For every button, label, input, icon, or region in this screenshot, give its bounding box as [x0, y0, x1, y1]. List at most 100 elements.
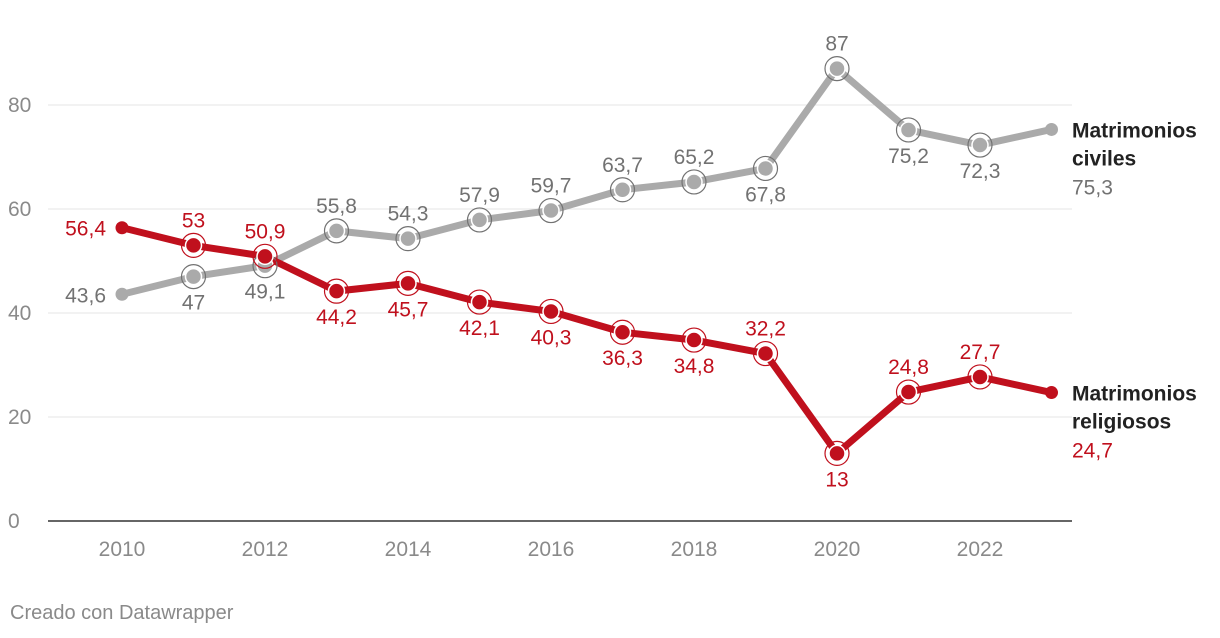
point-ring-religiosos [252, 243, 278, 269]
point-religiosos [828, 444, 846, 463]
legend-last-value-religiosos: 24,7 [1072, 440, 1113, 463]
legend-name-religiosos: religiosos [1072, 411, 1171, 434]
data-markers [115, 55, 1058, 466]
point-ring-religiosos [323, 278, 350, 304]
point-ring-civiles [681, 169, 707, 195]
data-label-religiosos: 27,7 [960, 341, 1001, 364]
point-ring-religiosos [967, 364, 993, 390]
point-ring-religiosos [824, 440, 850, 466]
data-label-civiles: 72,3 [960, 160, 1001, 183]
point-civiles [971, 136, 989, 154]
data-label-religiosos: 53 [182, 209, 205, 232]
data-label-civiles: 65,2 [674, 146, 715, 169]
y-tick-label: 60 [8, 198, 31, 221]
point-ring-religiosos [180, 232, 207, 258]
point-ring-civiles [180, 264, 207, 290]
data-label-religiosos: 45,7 [388, 298, 429, 321]
x-tick-label: 2020 [814, 538, 861, 561]
y-tick-label: 20 [8, 406, 31, 429]
point-ring-civiles [323, 218, 350, 244]
data-label-religiosos: 44,2 [316, 306, 357, 329]
data-label-religiosos: 36,3 [602, 347, 643, 370]
point-religiosos [899, 383, 918, 401]
data-label-religiosos: 42,1 [459, 317, 500, 340]
data-label-civiles: 43,6 [65, 284, 106, 307]
data-label-religiosos: 40,3 [531, 326, 572, 349]
chart-credit: Creado con Datawrapper [10, 602, 234, 624]
data-label-civiles: 54,3 [388, 203, 429, 226]
data-label-religiosos: 32,2 [745, 318, 786, 341]
y-tick-label: 80 [8, 94, 31, 117]
point-religiosos [971, 368, 989, 386]
point-civiles [613, 181, 632, 199]
point-religiosos [1045, 386, 1058, 400]
point-ring-civiles [395, 226, 421, 252]
point-ring-religiosos [538, 298, 564, 325]
point-civiles [828, 59, 846, 78]
point-civiles [115, 287, 129, 301]
point-ring-civiles [466, 207, 493, 233]
legend-last-value-civiles: 75,3 [1072, 176, 1113, 199]
point-religiosos [327, 282, 346, 300]
data-label-religiosos: 24,8 [888, 356, 929, 379]
point-ring-religiosos [752, 340, 779, 367]
point-religiosos [256, 247, 274, 266]
data-label-civiles: 63,7 [602, 154, 643, 177]
point-religiosos [685, 331, 703, 349]
point-ring-religiosos [395, 270, 421, 296]
data-label-civiles: 87 [825, 33, 848, 56]
legend-name-religiosos: Matrimonios [1072, 383, 1197, 406]
point-religiosos [115, 221, 129, 235]
point-civiles [399, 229, 417, 248]
point-religiosos [470, 293, 489, 311]
point-civiles [899, 121, 918, 139]
point-ring-civiles [538, 197, 564, 224]
point-religiosos [613, 323, 632, 341]
x-tick-label: 2010 [99, 538, 146, 561]
x-tick-label: 2016 [528, 538, 575, 561]
point-ring-civiles [752, 155, 779, 182]
point-ring-religiosos [609, 319, 636, 345]
point-civiles [1045, 122, 1058, 136]
data-label-civiles: 67,8 [745, 183, 786, 206]
data-label-religiosos: 13 [825, 468, 848, 491]
data-label-civiles: 75,2 [888, 145, 929, 168]
point-civiles [756, 159, 775, 178]
series-legend: Matrimonios civiles 75,3 Matrimonios religio… [1072, 119, 1197, 462]
x-tick-label: 2022 [957, 538, 1004, 561]
x-tick-label: 2018 [671, 538, 718, 561]
data-label-religiosos: 50,9 [245, 220, 286, 243]
y-tick-label: 0 [8, 510, 20, 533]
data-label-civiles: 55,8 [316, 195, 357, 218]
point-religiosos [542, 302, 560, 321]
legend-name-civiles: civiles [1072, 147, 1136, 170]
point-ring-religiosos [681, 327, 707, 353]
point-civiles [184, 267, 203, 286]
point-civiles [327, 222, 346, 240]
point-ring-religiosos [895, 379, 922, 405]
x-axis: 2010 2012 2014 2016 2018 2020 2022 [48, 520, 1072, 561]
y-axis: 0 20 40 60 80 [8, 94, 31, 533]
point-religiosos [756, 344, 775, 363]
x-tick-label: 2012 [242, 538, 289, 561]
point-civiles [470, 211, 489, 229]
data-labels: 43,6 47 49,1 55,8 54,3 57,9 59,7 63,7 65,2 67,8 87… [65, 33, 1000, 492]
point-civiles [542, 201, 560, 220]
data-label-religiosos: 34,8 [674, 355, 715, 378]
data-label-civiles: 59,7 [531, 175, 572, 198]
point-ring-civiles [824, 55, 850, 82]
data-label-civiles: 57,9 [459, 184, 500, 207]
x-tick-label: 2014 [385, 538, 432, 561]
y-tick-label: 40 [8, 302, 31, 325]
point-ring-civiles [967, 132, 993, 158]
point-ring-civiles [895, 117, 922, 143]
point-ring-religiosos [466, 289, 493, 315]
point-religiosos [399, 274, 417, 293]
point-ring-civiles [609, 177, 636, 203]
data-label-civiles: 47 [182, 292, 205, 315]
data-label-civiles: 49,1 [245, 281, 286, 304]
data-label-religiosos: 56,4 [65, 218, 106, 241]
point-civiles [685, 173, 703, 191]
legend-name-civiles: Matrimonios [1072, 119, 1197, 142]
